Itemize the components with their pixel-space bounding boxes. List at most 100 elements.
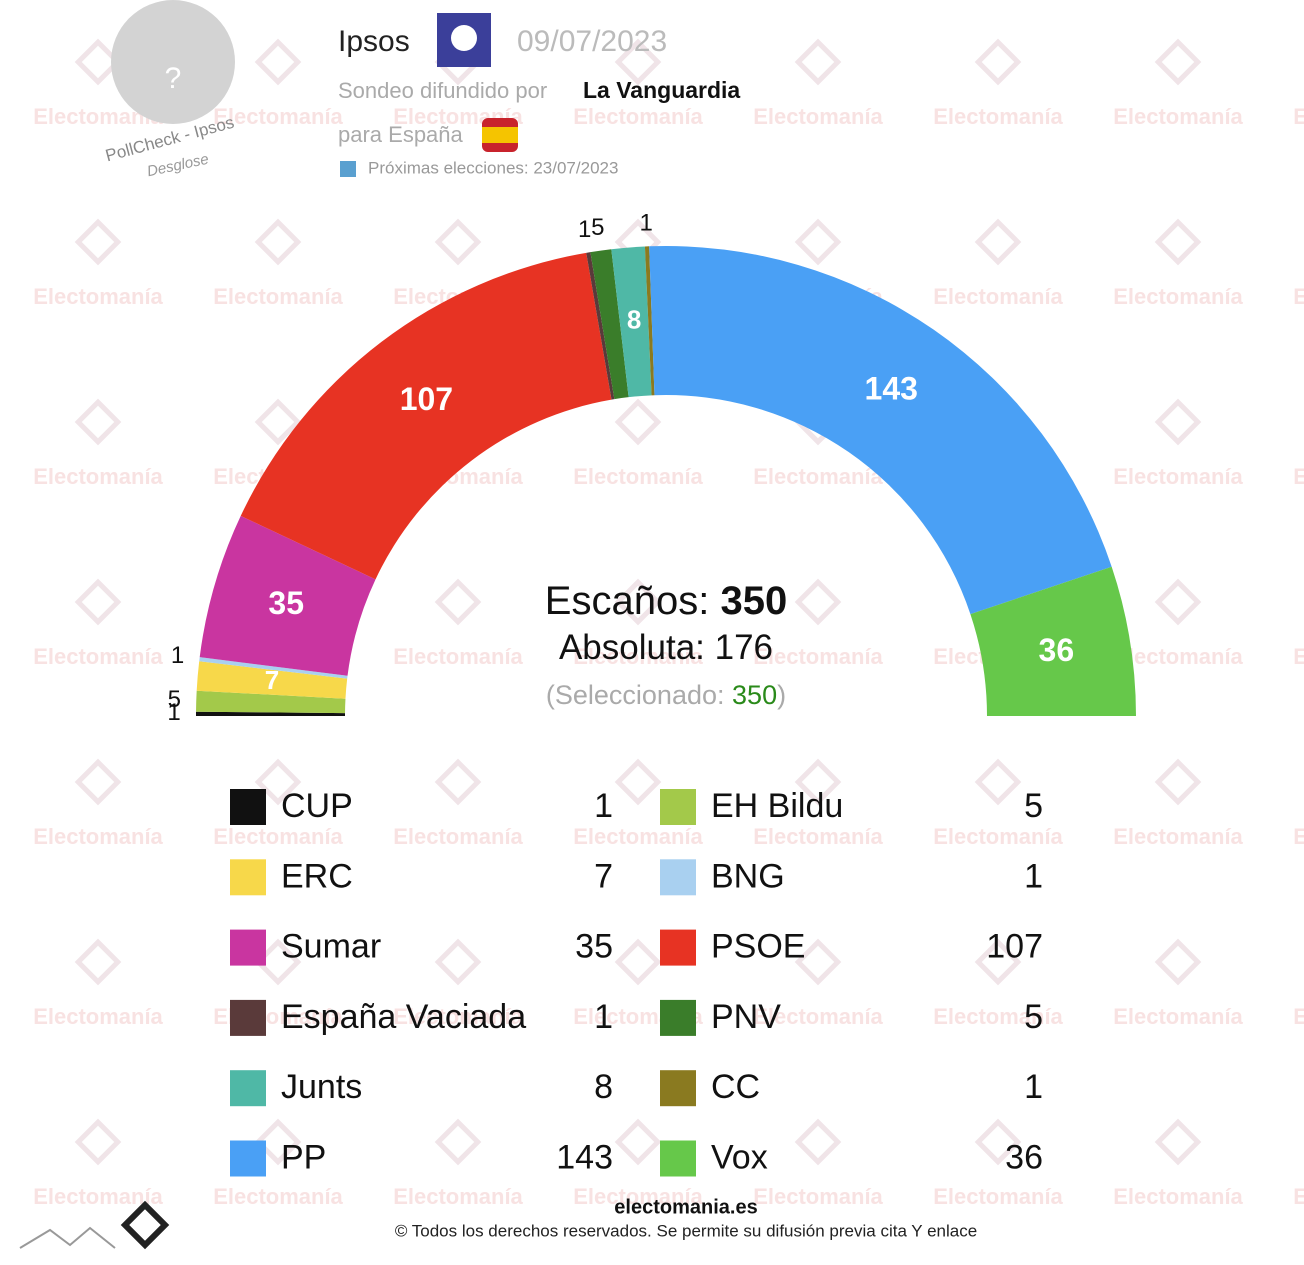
watermark: Electomanía xyxy=(933,1004,1063,1029)
for-country: para España xyxy=(338,122,464,147)
watermark-icon xyxy=(434,758,482,806)
party-logo xyxy=(660,1070,696,1107)
segment-label: 1 xyxy=(639,210,652,237)
watermark-icon xyxy=(1154,758,1202,806)
watermark-icon xyxy=(254,398,302,446)
watermark-icon xyxy=(254,758,302,806)
site[interactable]: electomania.es xyxy=(614,1196,757,1218)
party-logo xyxy=(660,929,696,966)
seats: Escaños: 350 xyxy=(545,579,787,623)
watermark: Electomanía xyxy=(933,284,1063,309)
watermark: Electomanía xyxy=(753,644,883,669)
watermark: Electomanía xyxy=(1113,1184,1243,1209)
pollster: Ipsos xyxy=(338,25,410,58)
watermark: Electomanía xyxy=(1293,644,1304,669)
party-seats: 7 xyxy=(594,857,613,895)
party-logo xyxy=(660,859,696,896)
ballot-icon xyxy=(340,161,356,177)
watermark-icon xyxy=(794,218,842,266)
segment-label: 8 xyxy=(627,305,641,335)
watermark-icon xyxy=(74,218,122,266)
watermark-icon xyxy=(794,1118,842,1166)
party-name: EH Bildu xyxy=(711,787,843,825)
watermark-icon xyxy=(74,938,122,986)
breakdown[interactable]: Desglose xyxy=(146,151,211,181)
watermark: Electomanía xyxy=(213,1184,343,1209)
selected-value: 350 xyxy=(732,680,777,710)
watermark-icon xyxy=(1154,1118,1202,1166)
party-seats: 143 xyxy=(556,1138,613,1176)
watermark: Electomanía xyxy=(573,464,703,489)
party-name: ERC xyxy=(281,857,353,895)
spread-by: Sondeo difundido por xyxy=(338,78,547,103)
watermark: Electomanía xyxy=(1113,824,1243,849)
watermark-icon xyxy=(434,218,482,266)
footer-logo xyxy=(120,1200,170,1250)
watermark-icon xyxy=(1154,578,1202,626)
watermark-icon xyxy=(1154,38,1202,86)
watermarks: Electomanía Electomanía Electomanía Electom… xyxy=(33,38,1304,1209)
party-logo xyxy=(230,999,266,1036)
watermark: Electomanía xyxy=(1113,284,1243,309)
majority: Absoluta: 176 xyxy=(559,628,773,667)
watermark-icon xyxy=(974,218,1022,266)
watermark: Electomanía xyxy=(393,644,523,669)
segment-label: 107 xyxy=(400,381,453,417)
segment-label: 7 xyxy=(265,665,279,695)
watermark-icon xyxy=(974,1118,1022,1166)
watermark: Electomanía xyxy=(393,1184,523,1209)
watermark: Electomanía xyxy=(573,1184,703,1209)
watermark: Electomanía xyxy=(753,1184,883,1209)
party-seats: 5 xyxy=(1024,998,1043,1036)
seats-value: 350 xyxy=(720,579,787,623)
watermark: Electomanía xyxy=(1113,1004,1243,1029)
party-seats: 1 xyxy=(594,787,613,825)
flag-band xyxy=(482,127,518,143)
footer-logo-line xyxy=(19,1226,116,1249)
avatar-mark: ? xyxy=(165,62,182,95)
party-logo xyxy=(660,789,696,825)
watermark: Electomanía xyxy=(753,464,883,489)
watermark: Electomanía xyxy=(1113,464,1243,489)
seat-segment xyxy=(199,657,348,679)
majority-value: 176 xyxy=(715,628,773,667)
seat-segment xyxy=(590,249,629,400)
party-seats: 5 xyxy=(1024,787,1043,825)
watermark: Electomanía xyxy=(33,644,163,669)
party-name: Sumar xyxy=(281,928,381,966)
majority-label: Absoluta: xyxy=(559,628,705,667)
watermark-icon xyxy=(254,938,302,986)
party-name: CC xyxy=(711,1068,760,1106)
watermark-icon xyxy=(434,1118,482,1166)
watermark-icon xyxy=(74,578,122,626)
watermark: Electomanía xyxy=(1293,1184,1304,1209)
party-name: España Vaciada xyxy=(281,998,526,1036)
watermark: Electomanía xyxy=(33,824,163,849)
party-name: Vox xyxy=(711,1138,768,1176)
seat-segment xyxy=(649,245,1112,615)
seat-segment xyxy=(644,246,655,396)
party-logo xyxy=(230,1140,266,1177)
segment-label: 1 xyxy=(171,642,184,669)
media: La Vanguardia xyxy=(583,77,740,103)
watermark: Electomanía xyxy=(1293,1004,1304,1029)
watermark-icon xyxy=(614,1118,662,1166)
party-logo xyxy=(230,929,266,966)
watermark-icon xyxy=(794,38,842,86)
seats-label: Escaños: xyxy=(545,579,710,623)
avatar xyxy=(111,0,235,124)
watermark-icon xyxy=(974,938,1022,986)
watermark: Electomanía xyxy=(1293,464,1304,489)
party-name: PP xyxy=(281,1138,326,1176)
segment-label: 143 xyxy=(865,370,918,406)
watermark: Electomanía xyxy=(393,824,523,849)
watermark: Electomanía xyxy=(213,104,343,129)
party-seats: 1 xyxy=(1024,1068,1043,1106)
seat-segment xyxy=(196,690,346,714)
watermark: Electomanía xyxy=(1113,644,1243,669)
party-logo xyxy=(230,859,266,896)
watermark: Electomanía xyxy=(1293,284,1304,309)
watermark: Electomanía xyxy=(393,1004,523,1029)
